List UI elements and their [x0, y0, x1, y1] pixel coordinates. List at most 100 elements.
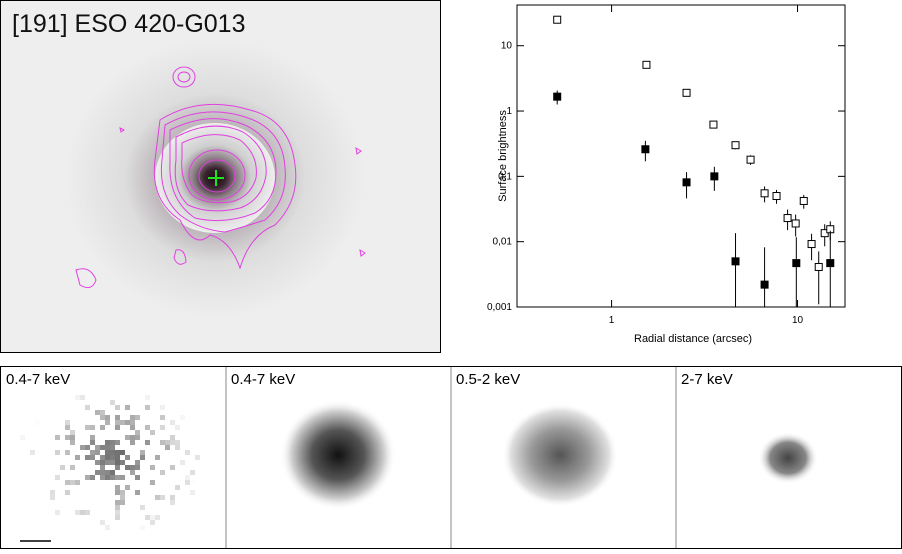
count-pixel: [110, 460, 115, 465]
count-pixel: [65, 490, 70, 495]
data-point: [814, 262, 823, 271]
data-point: [772, 192, 781, 201]
count-pixel: [85, 475, 90, 480]
count-pixel: [55, 475, 60, 480]
count-pixel: [90, 425, 95, 430]
count-pixel: [100, 415, 105, 420]
count-pixel: [170, 495, 175, 500]
data-point: [710, 172, 719, 181]
count-pixel: [180, 460, 185, 465]
count-pixel: [55, 510, 60, 515]
count-pixel: [170, 420, 175, 425]
count-pixel: [100, 410, 105, 415]
data-point: [792, 259, 801, 268]
count-pixel: [175, 445, 180, 450]
hard-band-image: [758, 432, 818, 484]
panel-label: 0.5-2 keV: [456, 371, 520, 388]
count-pixel: [165, 445, 170, 450]
count-pixel: [85, 455, 90, 460]
count-pixel: [150, 520, 155, 525]
count-pixel: [125, 405, 130, 410]
count-pixel: [70, 435, 75, 440]
count-pixel: [110, 475, 115, 480]
count-pixel: [140, 525, 145, 530]
count-pixel: [30, 495, 35, 500]
band-panels: 0.4-7 keV 0.4-7 keV 0.5-2 keV 2-7 keV: [0, 366, 902, 549]
y-axis-label: Surface brightness: [497, 110, 509, 202]
count-pixel: [100, 465, 105, 470]
count-pixel: [90, 455, 95, 460]
count-pixel: [65, 480, 70, 485]
count-pixel: [30, 450, 35, 455]
count-pixel: [130, 465, 135, 470]
count-pixel: [160, 440, 165, 445]
count-pixel: [95, 410, 100, 415]
count-pixel: [115, 420, 120, 425]
y-tick-label: 1: [506, 106, 512, 117]
count-pixel: [55, 435, 60, 440]
count-pixel: [115, 440, 120, 445]
count-pixel: [50, 490, 55, 495]
count-pixel: [75, 395, 80, 400]
count-pixel: [150, 465, 155, 470]
count-pixel: [125, 455, 130, 460]
count-pixel: [65, 435, 70, 440]
data-point: [731, 141, 740, 150]
count-pixel: [190, 480, 195, 485]
count-pixel: [105, 440, 110, 445]
count-pixel: [105, 525, 110, 530]
count-pixel: [160, 470, 165, 475]
count-pixel: [35, 430, 40, 435]
count-pixel: [145, 395, 150, 400]
count-pixel: [85, 510, 90, 515]
count-pixel: [135, 465, 140, 470]
count-pixel: [140, 450, 145, 455]
optical-image: [191] ESO 420-G013: [0, 0, 441, 353]
count-pixel: [120, 420, 125, 425]
count-pixel: [70, 430, 75, 435]
count-pixel: [115, 450, 120, 455]
count-pixel: [105, 475, 110, 480]
surface-brightness-plot: Radial distance (arcsec) Surface brightn…: [487, 4, 846, 345]
count-pixel: [90, 435, 95, 440]
count-pixel: [80, 530, 85, 535]
count-pixel: [100, 520, 105, 525]
count-pixel: [175, 485, 180, 490]
smoothed-image: [280, 400, 396, 510]
panel-label: 0.4-7 keV: [231, 371, 295, 388]
data-point: [826, 259, 835, 268]
data-point: [709, 120, 718, 129]
count-pixel: [110, 445, 115, 450]
count-pixel: [125, 485, 130, 490]
data-point: [682, 178, 691, 187]
count-pixel: [145, 425, 150, 430]
count-pixel: [100, 445, 105, 450]
count-pixel: [145, 515, 150, 520]
data-point: [807, 240, 816, 249]
count-pixel: [160, 405, 165, 410]
data-point: [791, 219, 800, 228]
count-pixel: [100, 475, 105, 480]
count-pixel: [65, 425, 70, 430]
count-pixel: [115, 510, 120, 515]
count-pixel: [50, 390, 55, 395]
count-pixel: [180, 415, 185, 420]
count-pixel: [170, 500, 175, 505]
data-point: [760, 189, 769, 198]
count-pixel: [115, 475, 120, 480]
count-pixel: [130, 415, 135, 420]
plot-frame: [516, 4, 846, 308]
count-pixel: [80, 510, 85, 515]
count-pixel: [110, 400, 115, 405]
count-pixel: [90, 450, 95, 455]
raw-counts-image: [20, 390, 210, 535]
count-pixel: [120, 460, 125, 465]
count-pixel: [160, 415, 165, 420]
count-pixel: [125, 420, 130, 425]
data-point: [731, 257, 740, 266]
count-pixel: [115, 515, 120, 520]
count-pixel: [140, 505, 145, 510]
count-pixel: [65, 450, 70, 455]
count-pixel: [80, 395, 85, 400]
